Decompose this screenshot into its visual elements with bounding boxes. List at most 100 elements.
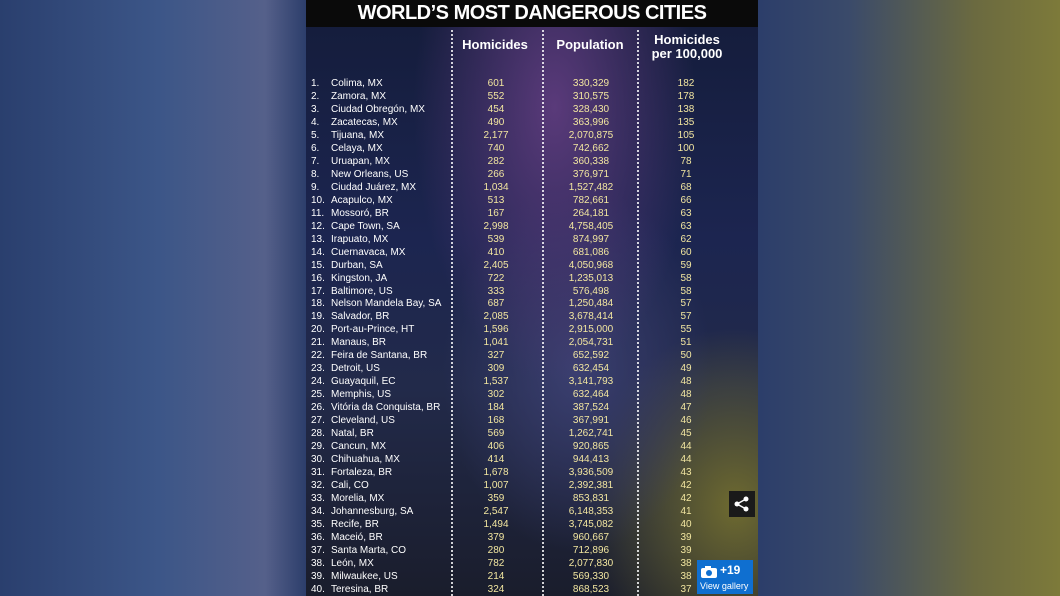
- population: 4,050,968: [568, 259, 614, 271]
- city: Zacatecas, MX: [331, 116, 398, 128]
- homicides: 1,034: [483, 181, 509, 193]
- population: 387,524: [572, 402, 610, 414]
- city: Colima, MX: [331, 78, 383, 89]
- population: 853,831: [572, 493, 610, 505]
- share-button[interactable]: [729, 491, 755, 517]
- rate: 42: [680, 480, 692, 492]
- population: 681,086: [572, 246, 610, 258]
- population: 742,662: [572, 142, 610, 154]
- rank: 10.: [311, 194, 325, 206]
- gallery-count: +19: [720, 563, 741, 577]
- population: 3,678,414: [568, 311, 614, 323]
- rate: 58: [680, 285, 692, 297]
- rank: 15.: [311, 259, 325, 271]
- rank: 29.: [311, 441, 325, 453]
- homicides: 687: [487, 298, 505, 310]
- divider: [637, 30, 639, 596]
- gallery-label: View gallery: [700, 581, 749, 591]
- rank: 12.: [311, 220, 325, 232]
- rate: 78: [680, 155, 692, 167]
- city: Chihuahua, MX: [331, 454, 400, 466]
- rate: 68: [680, 181, 692, 193]
- population: 6,148,353: [568, 506, 614, 517]
- rate: 42: [680, 493, 692, 505]
- city: Mossoró, BR: [331, 207, 389, 219]
- rank: 21.: [311, 337, 325, 349]
- population: 1,262,741: [568, 428, 614, 440]
- population: 868,523: [572, 583, 610, 595]
- rate: 39: [680, 531, 692, 543]
- rate: 135: [677, 116, 695, 128]
- rank: 14.: [311, 246, 325, 258]
- homicides: 1,494: [483, 518, 509, 530]
- city: Guayaquil, EC: [331, 376, 396, 388]
- rank: 18.: [311, 298, 325, 310]
- homicides: 2,405: [483, 259, 509, 271]
- rate: 48: [680, 376, 692, 388]
- homicides: 490: [487, 116, 505, 128]
- city: Salvador, BR: [331, 311, 390, 323]
- rate: 55: [680, 324, 692, 336]
- rank: 9.: [311, 181, 320, 193]
- city: Celaya, MX: [331, 142, 383, 154]
- population: 2,915,000: [568, 324, 614, 336]
- city: León, MX: [331, 557, 374, 569]
- rank: 2.: [311, 90, 320, 102]
- city: Vitória da Conquista, BR: [331, 402, 441, 414]
- rate: 57: [680, 311, 692, 323]
- city: Ciudad Juárez, MX: [331, 181, 417, 193]
- gallery-button[interactable]: +19 View gallery: [697, 560, 753, 594]
- rate: 51: [680, 337, 692, 349]
- city: New Orleans, US: [331, 168, 409, 180]
- homicides: 214: [487, 570, 505, 582]
- homicides: 2,085: [483, 311, 509, 323]
- homicides: 1,678: [483, 467, 509, 479]
- city: Johannesburg, SA: [331, 506, 414, 517]
- population: 363,996: [572, 116, 610, 128]
- population: 376,971: [572, 168, 610, 180]
- rate: 37: [680, 583, 692, 595]
- rank: 38.: [311, 557, 325, 569]
- population: 960,667: [572, 531, 610, 543]
- homicides: 1,007: [483, 480, 509, 492]
- rank: 11.: [311, 207, 325, 219]
- population: 569,330: [572, 570, 610, 582]
- homicides: 184: [487, 402, 505, 414]
- homicides: 1,537: [483, 376, 509, 388]
- city: Baltimore, US: [331, 285, 393, 297]
- rate: 58: [680, 272, 692, 284]
- city: Recife, BR: [331, 518, 379, 530]
- homicides: 282: [487, 155, 505, 167]
- population: 3,936,509: [568, 467, 614, 479]
- rank: 22.: [311, 350, 325, 362]
- city: Morelia, MX: [331, 493, 385, 505]
- population: 920,865: [572, 441, 610, 453]
- rank: 26.: [311, 402, 325, 414]
- city: Nelson Mandela Bay, SA: [331, 298, 442, 310]
- title: WORLD’S MOST DANGEROUS CITIES: [306, 0, 758, 27]
- rank: 6.: [311, 142, 320, 154]
- homicides: 601: [487, 78, 505, 89]
- population: 576,498: [572, 285, 610, 297]
- city: Teresina, BR: [331, 583, 389, 595]
- homicides: 379: [487, 531, 505, 543]
- population: 874,997: [572, 233, 610, 245]
- homicides: 1,596: [483, 324, 509, 336]
- rank: 36.: [311, 531, 325, 543]
- rank: 23.: [311, 363, 325, 375]
- city: Zamora, MX: [331, 90, 387, 102]
- rate: 100: [677, 142, 695, 154]
- city: Maceió, BR: [331, 531, 383, 543]
- homicides: 280: [487, 544, 505, 556]
- population: 4,758,405: [568, 220, 614, 232]
- rank: 39.: [311, 570, 325, 582]
- rate: 44: [680, 441, 692, 453]
- city: Detroit, US: [331, 363, 380, 375]
- divider: [542, 30, 544, 596]
- population: 944,413: [572, 454, 610, 466]
- rank: 19.: [311, 311, 325, 323]
- rank: 30.: [311, 454, 325, 466]
- homicides: 782: [487, 557, 505, 569]
- population: 3,141,793: [568, 376, 614, 388]
